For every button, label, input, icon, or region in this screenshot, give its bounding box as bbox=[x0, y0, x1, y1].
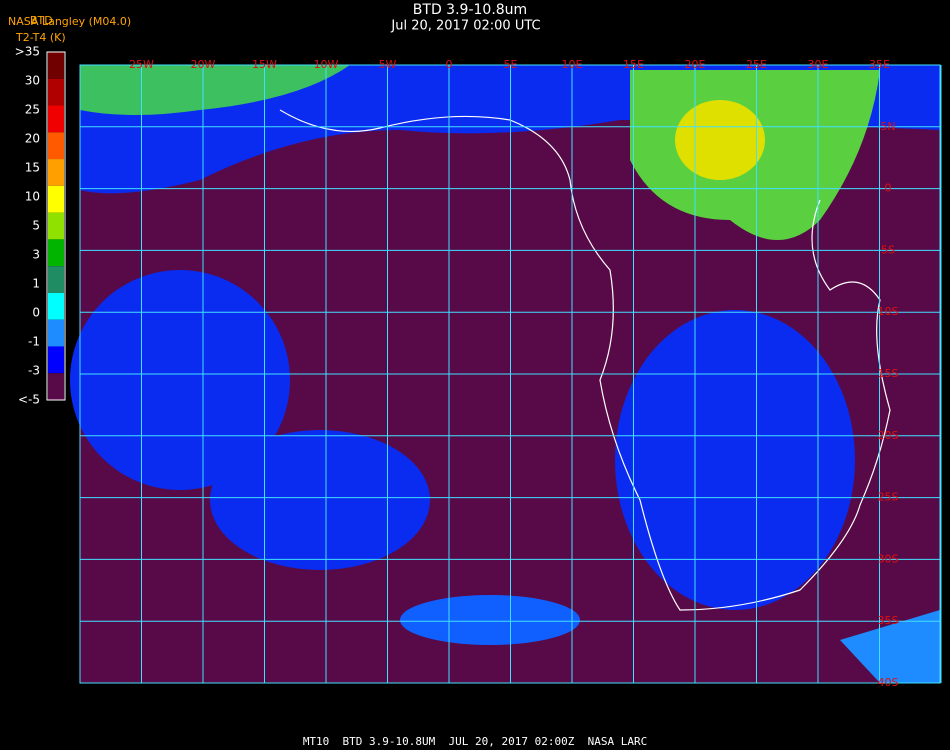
map-frame bbox=[79, 64, 941, 684]
colorbar-label: 1 bbox=[32, 277, 40, 291]
colorbar-swatch bbox=[48, 212, 64, 240]
colorbar-label: >35 bbox=[15, 45, 40, 59]
colorbar-swatch bbox=[48, 239, 64, 267]
cloud-field bbox=[210, 430, 430, 570]
lon-label: 20W bbox=[191, 58, 216, 71]
cloud-field bbox=[840, 610, 940, 683]
lat-label: 30S bbox=[878, 552, 899, 565]
colorbar-swatch bbox=[48, 185, 64, 213]
lon-label: 20E bbox=[685, 58, 706, 71]
cloud-field bbox=[615, 310, 855, 610]
graticule: 25W 20W 15W 10W 5W 0 5E 10E 15E 20E 25E 30E 35E 5N 0 5S… bbox=[79, 58, 942, 689]
lon-label: 5W bbox=[379, 58, 397, 71]
colorbar-label: -3 bbox=[28, 364, 40, 378]
lat-label: 35S bbox=[878, 614, 899, 627]
cloud-field bbox=[80, 65, 350, 115]
colorbar-label: 10 bbox=[25, 190, 40, 204]
colorbar-swatch bbox=[48, 319, 64, 347]
lon-label: 10W bbox=[314, 58, 339, 71]
footer: MT10 BTD 3.9-10.8UM JUL 20, 2017 02:00Z … bbox=[303, 735, 647, 748]
lat-label: 10S bbox=[878, 305, 899, 318]
lat-label: 25S bbox=[878, 491, 899, 504]
colorbar-label: 15 bbox=[25, 161, 40, 175]
lon-label: 10E bbox=[562, 58, 583, 71]
lat-label: 15S bbox=[878, 367, 899, 380]
colorbar-swatch bbox=[48, 373, 64, 400]
lat-label: 40S bbox=[878, 676, 899, 689]
lon-label: 25W bbox=[129, 58, 154, 71]
cloud-field bbox=[675, 100, 765, 180]
colorbar-units: T2-T4 (K) bbox=[15, 31, 66, 44]
lon-label: 30E bbox=[808, 58, 829, 71]
lon-label: 0 bbox=[446, 58, 453, 71]
lon-label: 15W bbox=[252, 58, 277, 71]
colorbar-frame bbox=[46, 51, 66, 401]
source: NASA Langley (M04.0) bbox=[8, 15, 131, 28]
colorbar-swatch bbox=[48, 105, 64, 133]
colorbar-label: -1 bbox=[28, 335, 40, 349]
lat-label: 20S bbox=[878, 429, 899, 442]
lat-label: 5N bbox=[880, 120, 895, 133]
colorbar-label: 3 bbox=[32, 248, 40, 262]
colorbar-label: 5 bbox=[32, 219, 40, 233]
lon-label: 35E bbox=[869, 58, 890, 71]
colorbar-swatch bbox=[48, 78, 64, 106]
colorbar-swatch bbox=[48, 266, 64, 293]
colorbar-swatch bbox=[48, 292, 64, 320]
lat-label: 0 bbox=[885, 182, 892, 195]
colorbar-swatch bbox=[48, 346, 64, 374]
lon-label: 25E bbox=[746, 58, 767, 71]
subtitle: Jul 20, 2017 02:00 UTC bbox=[390, 19, 540, 34]
colorbar-title: BTD bbox=[30, 14, 53, 27]
colorbar-label: 25 bbox=[25, 103, 40, 117]
title: BTD 3.9-10.8um bbox=[413, 2, 527, 18]
lat-label: 5S bbox=[881, 243, 895, 256]
cloud-field bbox=[400, 595, 580, 645]
colorbar-label: 0 bbox=[32, 306, 40, 320]
lon-label: 15E bbox=[623, 58, 644, 71]
colorbar-swatch bbox=[48, 132, 64, 160]
colorbar-label: <-5 bbox=[18, 393, 40, 407]
cloud-field bbox=[70, 270, 290, 490]
colorbar-swatch bbox=[48, 52, 64, 79]
colorbar-swatch bbox=[48, 159, 64, 186]
colorbar-label: 30 bbox=[25, 74, 40, 88]
colorbar-label: 20 bbox=[25, 132, 40, 146]
lon-label: 5E bbox=[504, 58, 518, 71]
